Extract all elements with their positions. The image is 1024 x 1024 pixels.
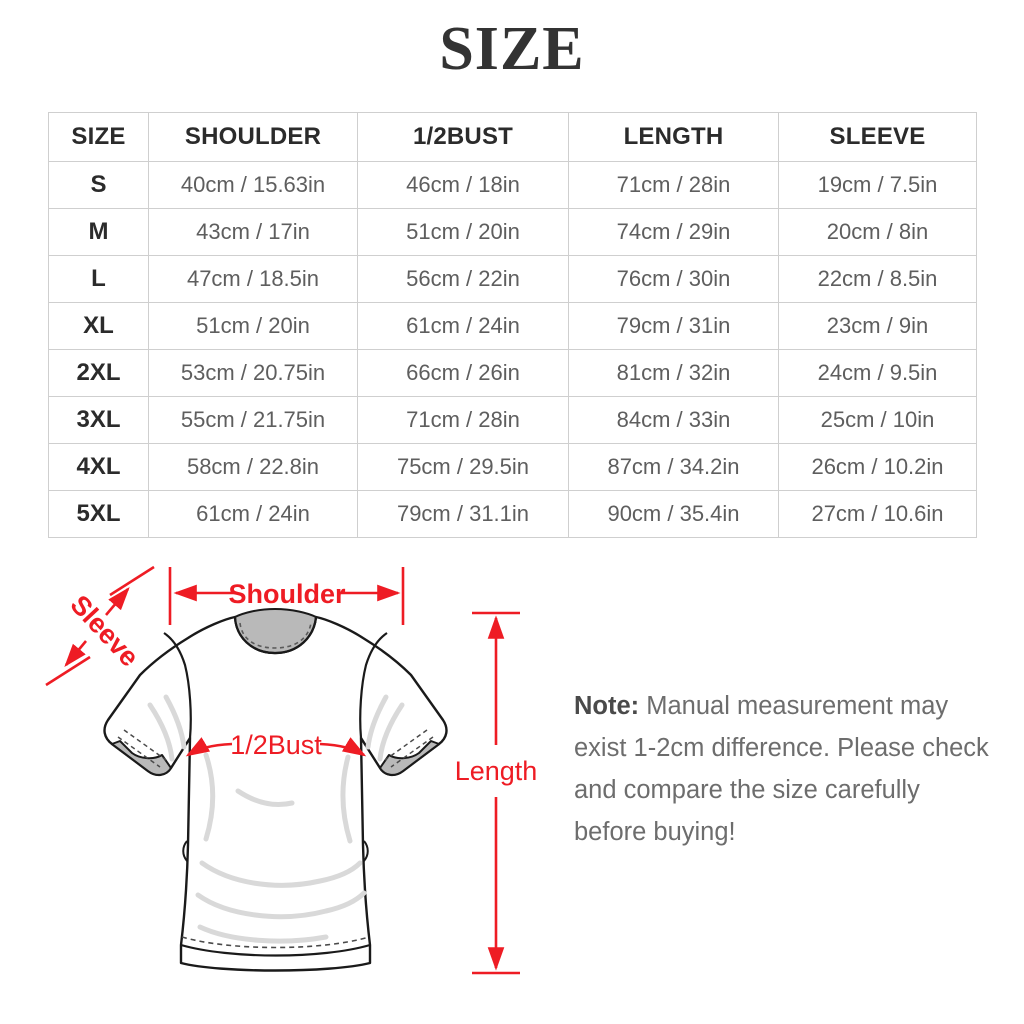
- table-row: 2XL 53cm / 20.75in 66cm / 26in 81cm / 32…: [48, 349, 977, 397]
- cell-size: L: [48, 255, 149, 303]
- column-header-sleeve: SLEEVE: [778, 112, 977, 162]
- size-chart-table: SIZE SHOULDER 1/2BUST LENGTH SLEEVE S 40…: [48, 112, 977, 538]
- cell-length: 90cm / 35.4in: [568, 490, 779, 538]
- table-row: S 40cm / 15.63in 46cm / 18in 71cm / 28in…: [48, 161, 977, 209]
- cell-bust: 51cm / 20in: [357, 208, 569, 256]
- cell-shoulder: 53cm / 20.75in: [148, 349, 358, 397]
- cell-length: 74cm / 29in: [568, 208, 779, 256]
- left-side-seam: [182, 840, 188, 862]
- measurement-diagram: Shoulder Sleeve 1/2Bust Length Note: Man…: [0, 545, 1024, 1024]
- table-row: 4XL 58cm / 22.8in 75cm / 29.5in 87cm / 3…: [48, 443, 977, 491]
- cell-sleeve: 25cm / 10in: [778, 396, 977, 444]
- cell-sleeve: 26cm / 10.2in: [778, 443, 977, 491]
- page-title: SIZE: [439, 15, 585, 83]
- cell-size: M: [48, 208, 149, 256]
- sleeve-label: Sleeve: [64, 589, 144, 672]
- hem-line: [180, 943, 371, 957]
- cell-sleeve: 22cm / 8.5in: [778, 255, 977, 303]
- cell-bust: 66cm / 26in: [357, 349, 569, 397]
- shoulder-measurement: Shoulder: [168, 567, 405, 625]
- table-row: M 43cm / 17in 51cm / 20in 74cm / 29in 20…: [48, 208, 977, 256]
- cell-length: 81cm / 32in: [568, 349, 779, 397]
- cell-sleeve: 23cm / 9in: [778, 302, 977, 350]
- sleeve-arrow-down: [64, 640, 87, 667]
- right-side-seam: [363, 840, 369, 862]
- cell-size: XL: [48, 302, 149, 350]
- cell-shoulder: 43cm / 17in: [148, 208, 358, 256]
- cell-length: 71cm / 28in: [568, 161, 779, 209]
- column-header-length: LENGTH: [568, 112, 779, 162]
- column-header-shoulder: SHOULDER: [148, 112, 358, 162]
- cell-sleeve: 19cm / 7.5in: [778, 161, 977, 209]
- cell-sleeve: 24cm / 9.5in: [778, 349, 977, 397]
- cell-bust: 61cm / 24in: [357, 302, 569, 350]
- sleeve-top-cap: [109, 565, 155, 597]
- cell-size: 3XL: [48, 396, 149, 444]
- table-row: L 47cm / 18.5in 56cm / 22in 76cm / 30in …: [48, 255, 977, 303]
- collar-band: [233, 616, 318, 655]
- left-cuff-stitch: [117, 736, 161, 768]
- left-armhole-seam: [163, 632, 192, 739]
- column-header-size: SIZE: [48, 112, 149, 162]
- cell-size: S: [48, 161, 149, 209]
- left-cuff-opening: [111, 740, 172, 776]
- cell-size: 4XL: [48, 443, 149, 491]
- cell-bust: 46cm / 18in: [357, 161, 569, 209]
- left-cuff-stitch-2: [123, 729, 167, 761]
- fabric-shading: [147, 694, 405, 944]
- bust-label: 1/2Bust: [230, 730, 322, 760]
- table-row: XL 51cm / 20in 61cm / 24in 79cm / 31in 2…: [48, 302, 977, 350]
- tshirt-illustration: [103, 608, 448, 972]
- length-measurement: Length: [455, 611, 538, 975]
- table-header-row: SIZE SHOULDER 1/2BUST LENGTH SLEEVE: [48, 112, 977, 162]
- cell-length: 76cm / 30in: [568, 255, 779, 303]
- note-label: Note:: [574, 692, 640, 720]
- cell-length: 79cm / 31in: [568, 302, 779, 350]
- cell-shoulder: 51cm / 20in: [148, 302, 358, 350]
- cell-bust: 79cm / 31.1in: [357, 490, 569, 538]
- cell-bust: 56cm / 22in: [357, 255, 569, 303]
- bust-measurement: 1/2Bust: [185, 730, 367, 760]
- cell-shoulder: 47cm / 18.5in: [148, 255, 358, 303]
- cell-bust: 71cm / 28in: [357, 396, 569, 444]
- cell-sleeve: 20cm / 8in: [778, 208, 977, 256]
- column-header-bust: 1/2BUST: [357, 112, 569, 162]
- right-cuff-stitch-2: [384, 729, 428, 761]
- cell-length: 84cm / 33in: [568, 396, 779, 444]
- collar-stitch: [239, 622, 312, 649]
- right-armhole-seam: [359, 632, 388, 739]
- table-row: 5XL 61cm / 24in 79cm / 31.1in 90cm / 35.…: [48, 490, 977, 538]
- cell-sleeve: 27cm / 10.6in: [778, 490, 977, 538]
- cell-shoulder: 40cm / 15.63in: [148, 161, 358, 209]
- cell-size: 2XL: [48, 349, 149, 397]
- sleeve-measurement: Sleeve: [45, 565, 155, 687]
- cell-bust: 75cm / 29.5in: [357, 443, 569, 491]
- cell-shoulder: 58cm / 22.8in: [148, 443, 358, 491]
- length-label: Length: [455, 756, 538, 786]
- table-row: 3XL 55cm / 21.75in 71cm / 28in 84cm / 33…: [48, 396, 977, 444]
- shoulder-label: Shoulder: [228, 579, 345, 609]
- tshirt-diagram-svg: Shoulder Sleeve 1/2Bust Length: [45, 565, 538, 975]
- cell-size: 5XL: [48, 490, 149, 538]
- sleeve-arrow-up: [105, 587, 130, 616]
- hem-stitch: [181, 936, 370, 949]
- right-cuff-stitch: [390, 736, 434, 768]
- cell-shoulder: 55cm / 21.75in: [148, 396, 358, 444]
- cell-length: 87cm / 34.2in: [568, 443, 779, 491]
- right-cuff-opening: [379, 740, 440, 776]
- note-text: Manual measurement may exist 1-2cm diffe…: [574, 692, 989, 846]
- bust-arrow-left: [185, 737, 233, 757]
- cell-shoulder: 61cm / 24in: [148, 490, 358, 538]
- note-block: Note: Manual measurement may exist 1-2cm…: [574, 685, 994, 853]
- bust-arrow-right: [319, 737, 367, 757]
